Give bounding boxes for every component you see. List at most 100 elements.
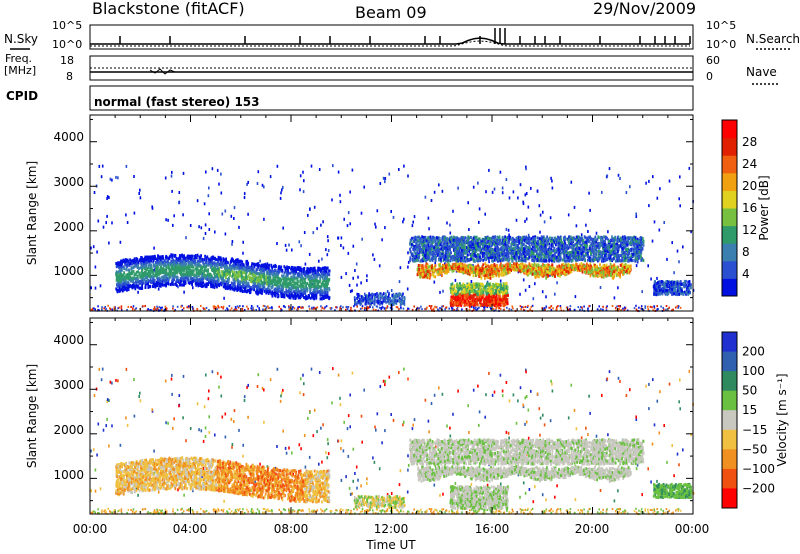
ground-scatter-cell xyxy=(247,308,249,310)
echo-cell xyxy=(136,257,138,260)
noise-cell xyxy=(234,206,236,209)
echo-cell xyxy=(259,273,261,276)
ground-scatter-cell xyxy=(400,306,402,308)
noise-cell xyxy=(217,169,219,172)
echo-cell xyxy=(171,264,173,267)
noise-cell xyxy=(258,170,260,173)
echo-cell xyxy=(178,265,180,268)
ground-scatter-cell xyxy=(172,305,174,307)
noise-cell xyxy=(682,245,684,248)
echo-cell xyxy=(187,278,189,281)
ground-scatter-cell xyxy=(382,306,384,308)
echo-cell xyxy=(324,266,326,269)
noise-cell xyxy=(127,221,129,224)
noise-cell xyxy=(374,223,376,226)
echo-cell xyxy=(290,281,292,284)
noise-cell xyxy=(407,288,409,291)
noise-cell xyxy=(158,288,160,291)
echo-cell xyxy=(194,255,196,258)
noise-cell xyxy=(338,171,340,174)
ground-scatter-cell xyxy=(543,307,545,309)
noise-cell xyxy=(349,191,351,194)
ground-scatter-cell xyxy=(192,308,194,310)
ground-scatter-cell xyxy=(478,307,480,309)
nsky-right-tick-high: 10^5 xyxy=(706,19,736,32)
noise-cell xyxy=(539,231,541,234)
noise-cell xyxy=(153,247,155,250)
nsky-left-tick-low: 10^0 xyxy=(52,38,82,51)
echo-cell xyxy=(212,256,214,259)
echo-cell xyxy=(165,283,167,286)
ground-scatter-cell xyxy=(342,306,344,308)
noise-cell xyxy=(529,285,531,288)
echo-cell xyxy=(176,276,178,279)
echo-cell xyxy=(151,255,153,258)
echo-cell xyxy=(303,267,305,270)
echo-cell xyxy=(129,262,131,265)
echo-cell xyxy=(425,236,427,239)
ground-scatter-cell xyxy=(239,305,241,307)
echo-cell xyxy=(169,269,171,272)
echo-cell xyxy=(261,264,263,267)
echo-cell xyxy=(222,282,224,285)
noise-cell xyxy=(618,174,620,177)
noise-cell xyxy=(107,195,109,198)
echo-cell xyxy=(385,296,387,299)
echo-cell xyxy=(192,263,194,266)
echo-cell xyxy=(184,277,186,280)
noise-cell xyxy=(679,204,681,207)
ground-scatter-cell xyxy=(267,305,269,307)
echo-cell xyxy=(125,260,127,263)
echo-cell xyxy=(298,272,300,275)
echo-cell xyxy=(196,266,198,269)
cpid-text: normal (fast stereo) 153 xyxy=(94,95,260,109)
noise-cell xyxy=(305,263,307,266)
echo-cell xyxy=(291,278,293,281)
echo-cell xyxy=(294,278,296,281)
echo-cell xyxy=(232,259,234,262)
ground-scatter-cell xyxy=(221,306,223,308)
echo-cell xyxy=(279,280,281,283)
ground-scatter-cell xyxy=(331,307,333,309)
echo-cell xyxy=(292,269,294,272)
echo-cell xyxy=(208,262,210,265)
echo-cell xyxy=(257,282,259,285)
echo-cell xyxy=(201,279,203,282)
noise-cell xyxy=(576,224,578,227)
noise-cell xyxy=(340,200,342,203)
echo-cell xyxy=(239,274,241,277)
ground-scatter-cell xyxy=(166,307,168,309)
echo-cell xyxy=(371,299,373,302)
ground-scatter-cell xyxy=(583,306,585,308)
ground-scatter-cell xyxy=(556,308,558,310)
ground-scatter-cell xyxy=(550,307,552,309)
echo-cell xyxy=(188,255,190,258)
noise-cell xyxy=(133,175,135,178)
ground-scatter-cell xyxy=(252,307,254,309)
echo-cell xyxy=(160,267,162,270)
echo-cell xyxy=(181,263,183,266)
noise-cell xyxy=(542,290,544,293)
noise-cell xyxy=(165,218,167,221)
noise-cell xyxy=(244,192,246,195)
echo-cell xyxy=(134,257,136,260)
echo-cell xyxy=(303,286,305,289)
noise-cell xyxy=(617,286,619,289)
ground-scatter-cell xyxy=(677,305,679,307)
echo-cell xyxy=(310,285,312,288)
echo-cell xyxy=(131,266,133,269)
ground-scatter-cell xyxy=(237,305,239,307)
ground-scatter-cell xyxy=(619,306,621,308)
noise-cell xyxy=(96,251,98,254)
echo-cell xyxy=(308,294,310,297)
ground-scatter-cell xyxy=(421,308,423,310)
echo-cell xyxy=(319,277,321,280)
echo-cell xyxy=(145,261,147,264)
noise-cell xyxy=(442,190,444,193)
nave-right-tick-low: 0 xyxy=(706,70,713,83)
echo-cell xyxy=(197,283,199,286)
noise-cell xyxy=(339,194,341,197)
ground-scatter-cell xyxy=(444,308,446,310)
echo-cell xyxy=(301,283,303,286)
echo-cell xyxy=(210,282,212,285)
